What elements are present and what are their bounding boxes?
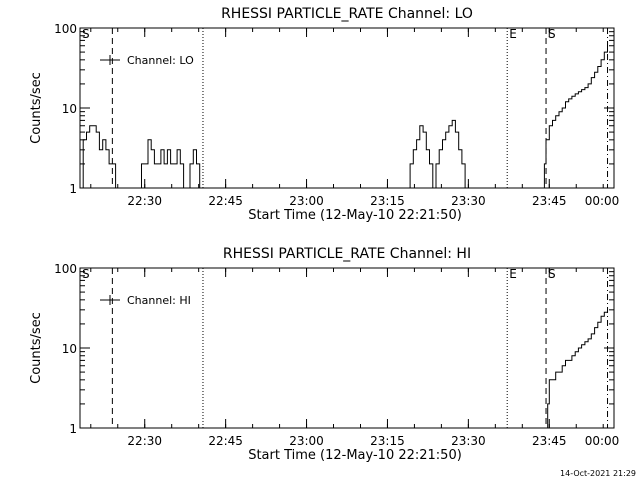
data-series-line	[80, 125, 207, 189]
y-tick-label: 100	[54, 262, 77, 276]
chart-title: RHESSI PARTICLE_RATE Channel: LO	[221, 6, 473, 22]
event-marker-label: E	[509, 267, 517, 281]
x-tick-label: 22:30	[127, 434, 162, 448]
event-marker-label: S	[548, 267, 556, 281]
data-series-line	[542, 45, 608, 189]
chart-panel-1: RHESSI PARTICLE_RATE Channel: HI 22:30 22:…	[29, 246, 619, 463]
plot-frame	[79, 267, 615, 429]
x-tick-label: 22:30	[127, 194, 162, 208]
event-marker-label: S	[548, 27, 556, 41]
y-tick-label: 10	[62, 342, 77, 356]
y-axis-label: Counts/sec	[29, 72, 44, 144]
x-tick-label: 23:30	[451, 194, 486, 208]
x-tick-label: 22:45	[208, 194, 243, 208]
y-tick-label: 1	[69, 422, 77, 436]
x-tick-label: 23:15	[370, 434, 405, 448]
y-tick-label: 1	[69, 182, 77, 196]
footer-timestamp: 14-Oct-2021 21:29	[560, 469, 636, 478]
x-axis-label: Start Time (12-May-10 22:21:50)	[248, 208, 462, 223]
y-tick-label: 100	[54, 22, 77, 36]
x-tick-label: 23:45	[532, 434, 567, 448]
x-tick-label: 23:30	[451, 434, 486, 448]
x-tick-label: 23:45	[532, 194, 567, 208]
data-series-line	[403, 119, 472, 189]
event-marker-label: S	[82, 27, 90, 41]
y-axis-label: Counts/sec	[29, 312, 44, 384]
x-tick-label: 23:15	[370, 194, 405, 208]
x-tick-label: 00:00	[585, 194, 620, 208]
x-tick-label: 23:00	[289, 194, 324, 208]
y-tick-label: 10	[62, 102, 77, 116]
event-marker-label: S	[82, 267, 90, 281]
chart-title: RHESSI PARTICLE_RATE Channel: HI	[223, 246, 471, 262]
data-series-line	[546, 309, 608, 429]
x-tick-label: 00:00	[585, 434, 620, 448]
legend-label: Channel: LO	[127, 54, 194, 67]
chart-panel-0: RHESSI PARTICLE_RATE Channel: LO 22:30 22:…	[29, 6, 619, 223]
event-marker-label: E	[509, 27, 517, 41]
x-axis-label: Start Time (12-May-10 22:21:50)	[248, 448, 462, 463]
x-tick-label: 22:45	[208, 434, 243, 448]
legend-label: Channel: HI	[127, 294, 191, 307]
x-tick-label: 23:00	[289, 434, 324, 448]
